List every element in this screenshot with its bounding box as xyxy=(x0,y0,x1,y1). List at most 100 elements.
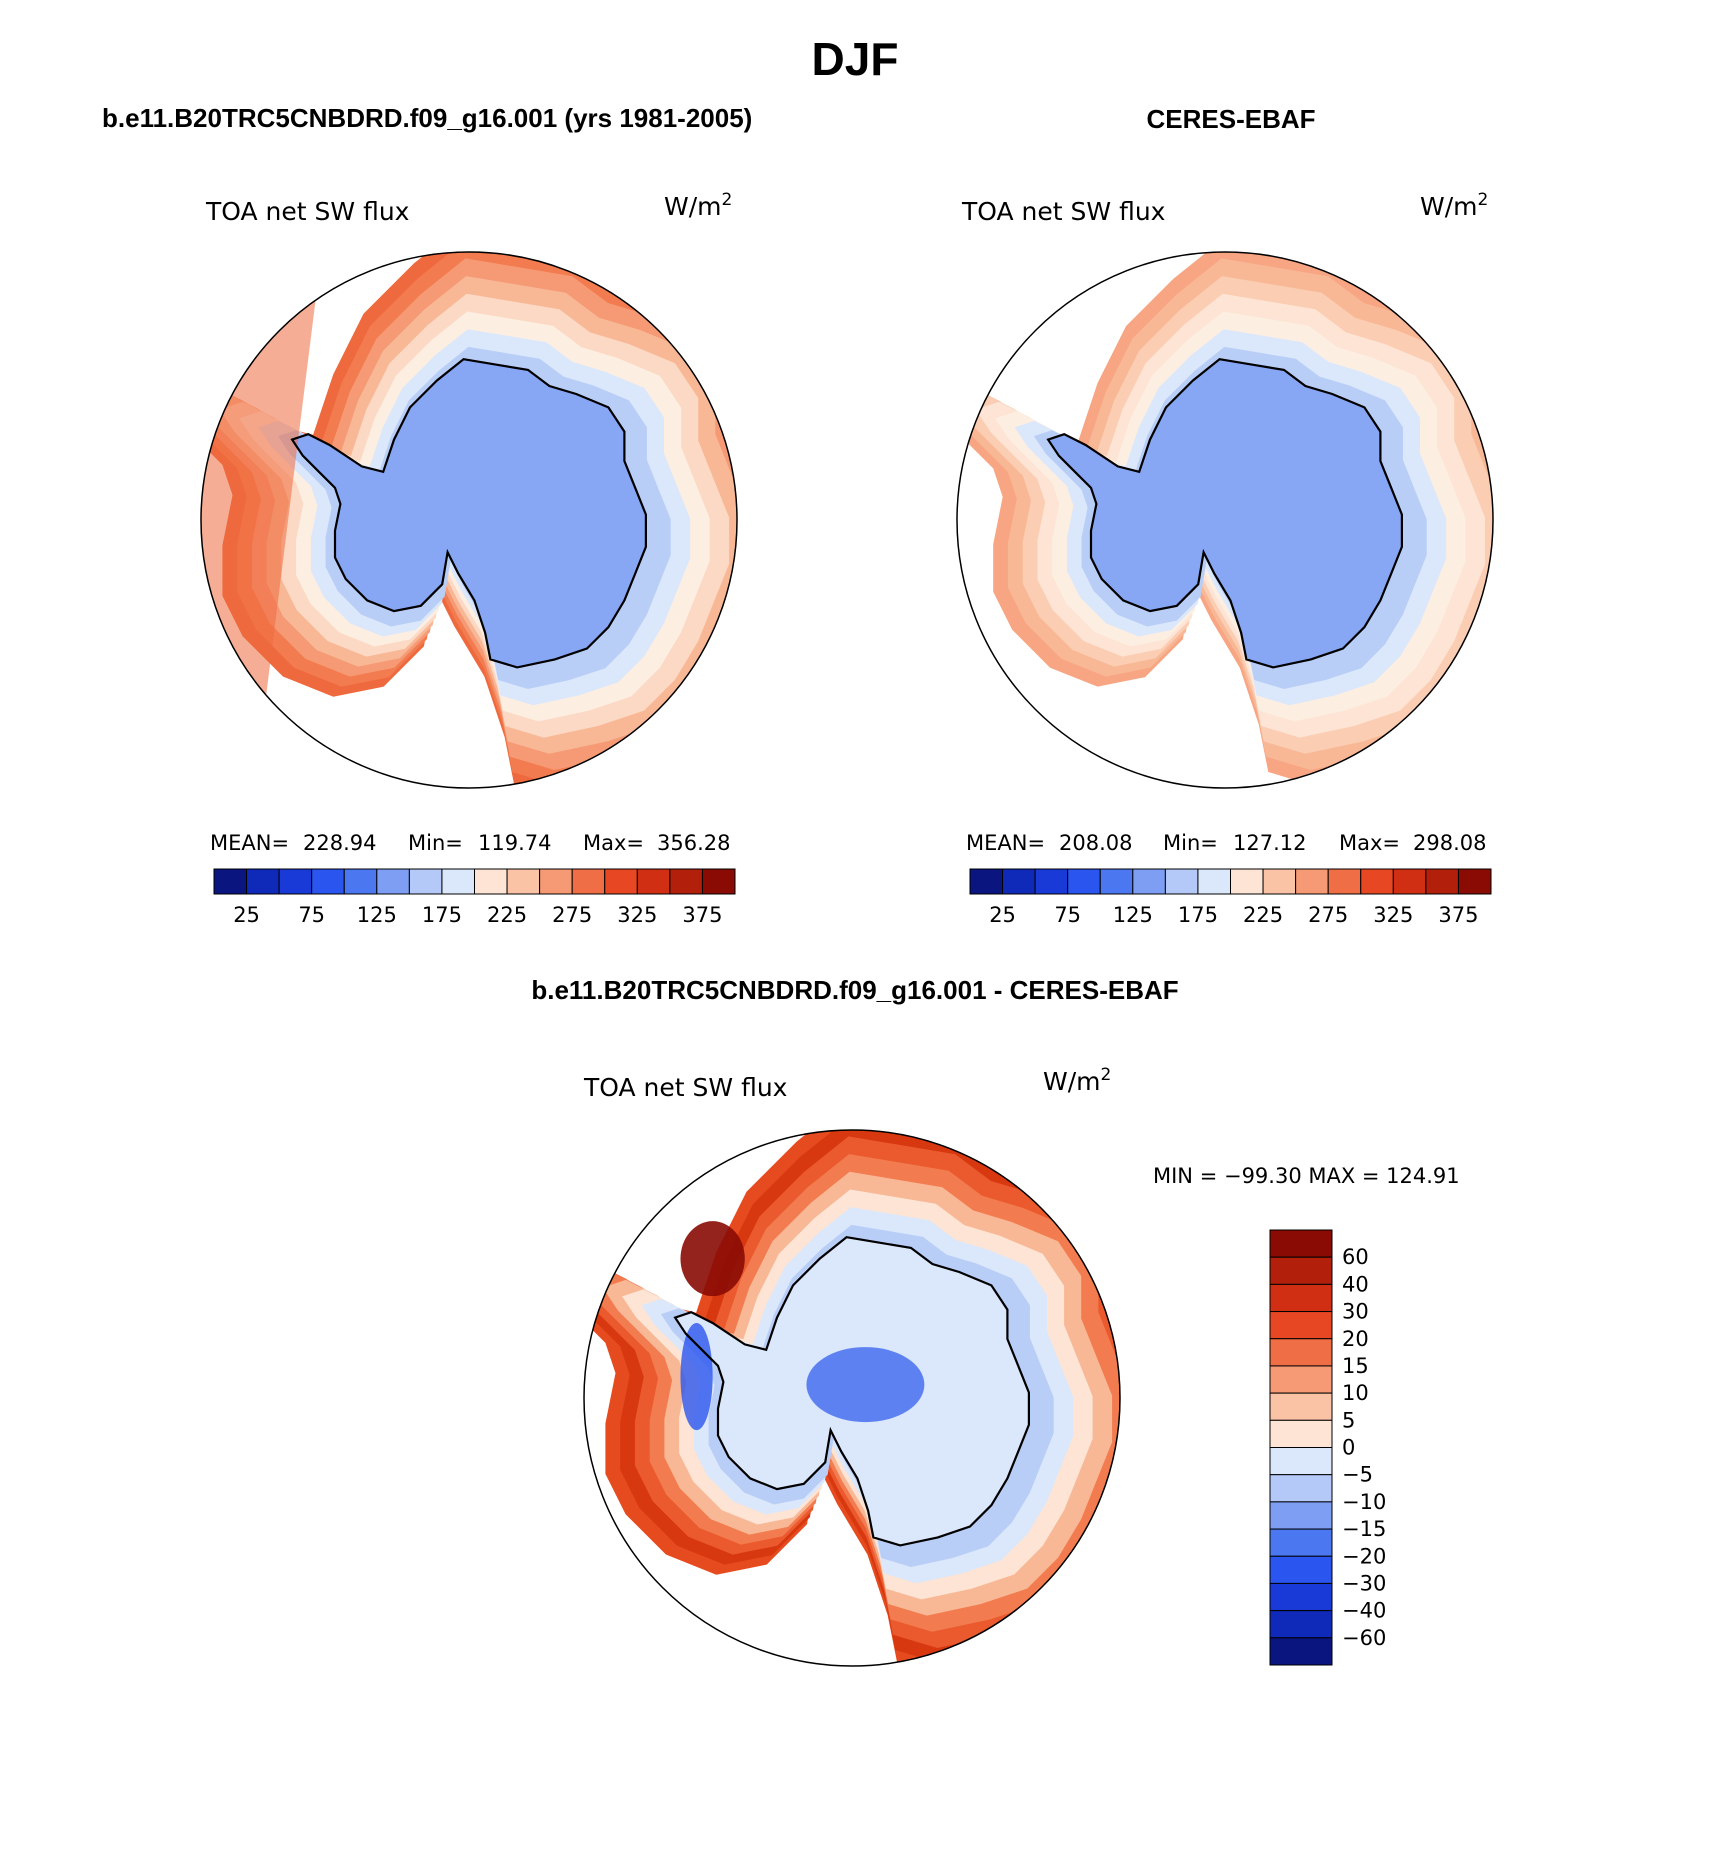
colorbar-swatch xyxy=(1269,1582,1333,1612)
colorbar-tick-label: 15 xyxy=(1342,1354,1369,1378)
colorbar-swatch xyxy=(1099,868,1134,895)
colorbar-swatch xyxy=(311,868,345,895)
map-boundary xyxy=(956,251,1494,789)
colorbar-tick-label: 275 xyxy=(1308,903,1348,927)
colorbar-tick-label: 75 xyxy=(298,903,325,927)
colorbar-swatch xyxy=(1269,1283,1333,1313)
panel-model-stats: MEAN= 228.94 Min= 119.74 Max= 356.28 xyxy=(210,831,730,855)
colorbar-tick-label: −10 xyxy=(1342,1490,1386,1514)
colorbar-swatch xyxy=(701,868,736,895)
diff-panel-units: W/m2 xyxy=(1043,1065,1111,1096)
diff-panel-map xyxy=(583,1129,1121,1667)
colorbar-tick-label: 0 xyxy=(1342,1436,1355,1460)
diff-panel-minmax: MIN = −99.30 MAX = 124.91 xyxy=(1153,1164,1460,1188)
colorbar-swatch xyxy=(1067,868,1101,895)
map-fill-layer xyxy=(584,1130,1120,1666)
colorbar-swatch xyxy=(1230,868,1264,895)
map-coastline xyxy=(290,358,647,669)
panel-obs-title: CERES-EBAF xyxy=(1146,104,1315,134)
colorbar-tick-label: 225 xyxy=(1243,903,1283,927)
colorbar-tick-label: 125 xyxy=(1113,903,1153,927)
diff-panel-field-label: TOA net SW flux xyxy=(583,1073,787,1102)
colorbar-tick-label: 5 xyxy=(1342,1408,1355,1432)
stat-mean-value: 208.08 xyxy=(1059,831,1132,855)
main-title: DJF xyxy=(812,33,899,85)
colorbar-swatch xyxy=(1269,1528,1333,1557)
colorbar-swatch xyxy=(441,868,475,895)
panel-model-colorbar: 25 75 125 175 225 275 325 375 xyxy=(213,868,736,927)
map-diff-negative-region xyxy=(806,1347,925,1423)
colorbar-swatch xyxy=(571,868,606,895)
map-diff-negative-region xyxy=(680,1322,713,1431)
colorbar-swatch xyxy=(1269,1474,1333,1503)
colorbar-swatch xyxy=(1269,1311,1333,1340)
map-boundary xyxy=(583,1129,1121,1667)
colorbar-swatch xyxy=(343,868,378,895)
colorbar-swatch xyxy=(1269,1555,1333,1584)
colorbar-swatch xyxy=(969,868,1004,895)
colorbar-swatch xyxy=(1269,1610,1333,1639)
panel-obs-map xyxy=(956,251,1494,789)
colorbar-swatch xyxy=(1164,868,1199,895)
panel-obs-units: W/m2 xyxy=(1420,190,1488,221)
panel-model-units: W/m2 xyxy=(664,190,732,221)
colorbar-tick-label: −40 xyxy=(1342,1599,1386,1623)
colorbar-swatch xyxy=(1269,1392,1333,1421)
stat-mean-label: MEAN= xyxy=(210,831,289,855)
map-fill-layer xyxy=(201,252,737,788)
colorbar-swatch xyxy=(1269,1338,1333,1367)
colorbar-swatch xyxy=(1457,868,1492,895)
colorbar-swatch xyxy=(1327,868,1362,895)
colorbar-swatch xyxy=(669,868,703,895)
map-boundary xyxy=(200,251,738,789)
colorbar-tick-label: −60 xyxy=(1342,1626,1386,1650)
colorbar-tick-label: 275 xyxy=(552,903,592,927)
colorbar-tick-label: 20 xyxy=(1342,1327,1369,1351)
stat-max-label: Max= xyxy=(1339,831,1400,855)
stat-min-label: Min= xyxy=(1163,831,1218,855)
panel-model-title: b.e11.B20TRC5CNBDRD.f09_g16.001 (yrs 198… xyxy=(102,103,752,133)
colorbar-tick-label: 375 xyxy=(1438,903,1478,927)
colorbar-tick-label: 175 xyxy=(422,903,462,927)
colorbar-swatch xyxy=(376,868,410,895)
panel-model-map xyxy=(200,251,738,789)
stat-mean-label: MEAN= xyxy=(966,831,1045,855)
map-diff-positive-region xyxy=(680,1221,745,1297)
stat-max-value: 356.28 xyxy=(657,831,730,855)
colorbar-tick-label: 60 xyxy=(1342,1245,1369,1269)
stat-min-value: 127.12 xyxy=(1233,831,1306,855)
colorbar-swatch xyxy=(1132,868,1166,895)
colorbar-tick-label: 30 xyxy=(1342,1300,1369,1324)
colorbar-swatch xyxy=(1034,868,1069,895)
colorbar-swatch xyxy=(1269,1419,1333,1448)
colorbar-swatch xyxy=(246,868,280,895)
colorbar-swatch xyxy=(1269,1501,1333,1530)
stat-max-label: Max= xyxy=(583,831,644,855)
stat-max-value: 298.08 xyxy=(1413,831,1486,855)
colorbar-swatch xyxy=(1262,868,1297,895)
colorbar-tick-label: −15 xyxy=(1342,1517,1386,1541)
colorbar-tick-label: 375 xyxy=(682,903,722,927)
colorbar-swatch xyxy=(408,868,443,895)
colorbar-tick-label: 25 xyxy=(233,903,260,927)
map-ice-sheet xyxy=(292,359,646,668)
colorbar-tick-label: 325 xyxy=(1373,903,1413,927)
colorbar-tick-label: −30 xyxy=(1342,1571,1386,1595)
colorbar-tick-label: −5 xyxy=(1342,1463,1373,1487)
colorbar-swatch xyxy=(1360,868,1394,895)
diff-panel-title: b.e11.B20TRC5CNBDRD.f09_g16.001 - CERES-… xyxy=(531,975,1178,1005)
colorbar-swatch xyxy=(636,868,671,895)
panel-model-field-label: TOA net SW flux xyxy=(205,197,409,226)
colorbar-swatch xyxy=(1295,868,1329,895)
stat-min-label: Min= xyxy=(408,831,463,855)
diff-panel-colorbar: 60 40 30 20 15 10 5 0 −5 −10 −15 −20 −30 −40 −60 xyxy=(1269,1229,1386,1666)
map-fill-layer xyxy=(957,252,1493,787)
colorbar-swatch xyxy=(213,868,248,895)
map-coastline xyxy=(1046,358,1403,669)
colorbar-tick-label: 25 xyxy=(989,903,1016,927)
colorbar-tick-label: 225 xyxy=(487,903,527,927)
colorbar-swatch xyxy=(604,868,638,895)
panel-obs-stats: MEAN= 208.08 Min= 127.12 Max= 298.08 xyxy=(966,831,1486,855)
colorbar-tick-label: 125 xyxy=(357,903,397,927)
